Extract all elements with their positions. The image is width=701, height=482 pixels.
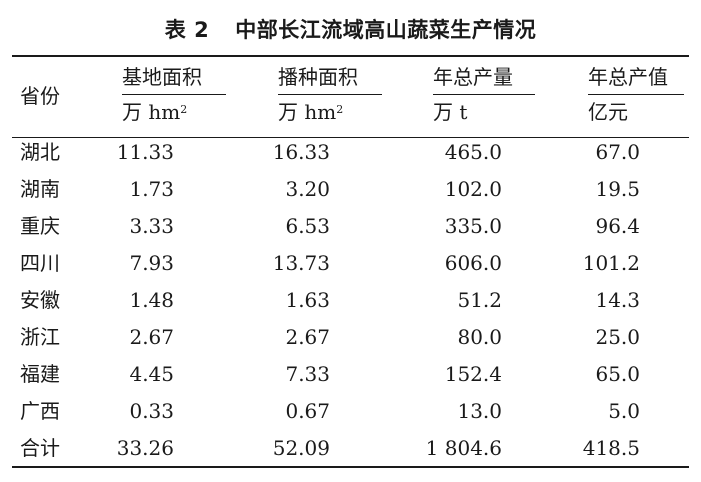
top-rule	[12, 55, 689, 57]
table-cell: 7.93	[129, 251, 174, 275]
header-annual-output: 年总产量	[433, 65, 513, 89]
table-cell: 2.67	[129, 325, 174, 349]
row-province: 湖南	[20, 177, 60, 201]
table-cell: 418.5	[582, 436, 640, 460]
table-cell: 65.0	[595, 362, 640, 386]
table-cell: 465.0	[444, 140, 502, 164]
table-cell: 1 804.6	[425, 436, 502, 460]
table-cell: 335.0	[444, 214, 502, 238]
table-cell: 7.33	[285, 362, 330, 386]
table-cell: 80.0	[457, 325, 502, 349]
table-number: 表 2	[164, 18, 210, 42]
table-cell: 25.0	[595, 325, 640, 349]
row-province: 福建	[20, 362, 60, 386]
table-cell: 33.26	[116, 436, 174, 460]
table-cell: 3.33	[129, 214, 174, 238]
table-cell: 0.33	[129, 399, 174, 423]
table-cell: 2.67	[285, 325, 330, 349]
header-unit: 万 t	[433, 100, 468, 124]
table-cell: 16.33	[272, 140, 330, 164]
header-province: 省份	[20, 84, 60, 108]
table-cell: 1.63	[285, 288, 330, 312]
header-underline	[433, 94, 535, 95]
row-province: 安徽	[20, 288, 60, 312]
header-annual-value: 年总产值	[588, 65, 668, 89]
row-province: 四川	[20, 251, 60, 275]
table-cell: 0.67	[285, 399, 330, 423]
table-caption: 表 2 中部长江流域高山蔬菜生产情况	[0, 14, 701, 44]
header-sown-area: 播种面积	[278, 65, 358, 89]
row-province: 湖北	[20, 140, 60, 164]
table-cell: 6.53	[285, 214, 330, 238]
table-cell: 67.0	[595, 140, 640, 164]
row-province: 合计	[20, 436, 60, 460]
table-cell: 3.20	[285, 177, 330, 201]
header-unit: 亿元	[588, 100, 628, 124]
header-unit: 万 hm2	[278, 100, 344, 124]
header-rule	[12, 137, 689, 138]
bottom-rule	[12, 466, 689, 468]
table-cell: 1.48	[129, 288, 174, 312]
table-title: 中部长江流域高山蔬菜生产情况	[235, 18, 537, 42]
header-underline	[278, 94, 382, 95]
table-cell: 11.33	[116, 140, 174, 164]
row-province: 广西	[20, 399, 60, 423]
table-cell: 1.73	[129, 177, 174, 201]
table-cell: 13.0	[457, 399, 502, 423]
table-cell: 101.2	[582, 251, 640, 275]
header-underline	[588, 94, 684, 95]
header-underline	[122, 94, 226, 95]
header-base-area: 基地面积	[122, 65, 202, 89]
table-cell: 13.73	[272, 251, 330, 275]
row-province: 浙江	[20, 325, 60, 349]
table-cell: 4.45	[129, 362, 174, 386]
table-cell: 19.5	[595, 177, 640, 201]
table-cell: 152.4	[444, 362, 502, 386]
table-cell: 14.3	[595, 288, 640, 312]
table-cell: 51.2	[457, 288, 502, 312]
table-cell: 96.4	[595, 214, 640, 238]
table-cell: 52.09	[272, 436, 330, 460]
header-unit: 万 hm2	[122, 100, 188, 124]
table-cell: 5.0	[608, 399, 640, 423]
row-province: 重庆	[20, 214, 60, 238]
table-cell: 102.0	[444, 177, 502, 201]
table-cell: 606.0	[444, 251, 502, 275]
